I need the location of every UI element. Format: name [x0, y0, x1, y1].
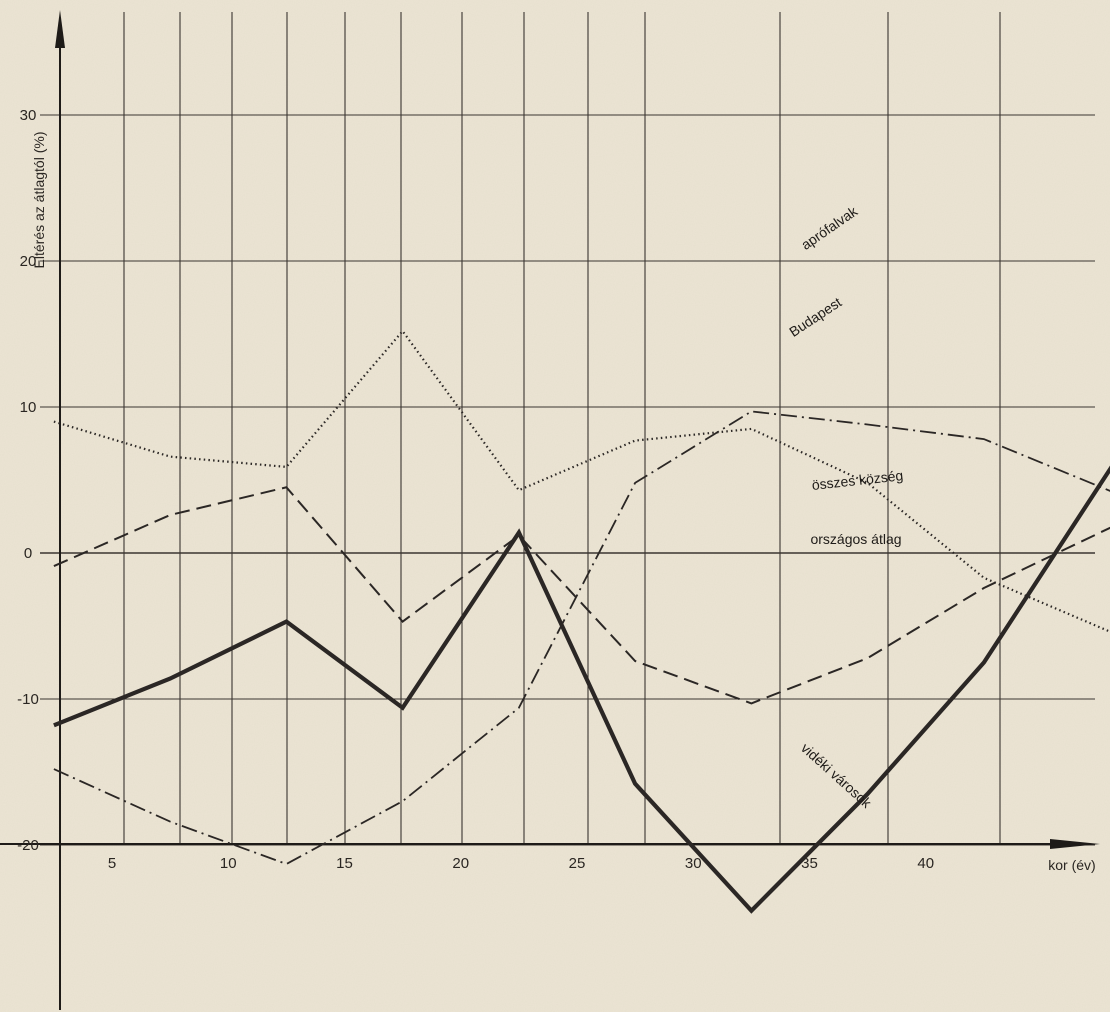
y-tick-label: -20 — [17, 837, 39, 854]
series-lines — [53, 329, 1110, 914]
x-tick-label: 15 — [336, 855, 353, 872]
x-tick-label: 30 — [685, 855, 702, 872]
series-line-budapest — [53, 410, 1110, 865]
reference-line-label: országos átlag — [810, 531, 901, 547]
x-axis-title: kor (év) — [1048, 857, 1095, 873]
y-tick-label: 10 — [20, 399, 37, 416]
x-tick-label: 25 — [569, 855, 586, 872]
x-tick-label: 20 — [452, 855, 469, 872]
series-line-osszes-kozseg — [53, 486, 1110, 705]
y-axis-arrow — [55, 10, 65, 48]
axes — [0, 10, 1100, 1010]
y-tick-label: 0 — [24, 545, 32, 562]
x-tick-label: 5 — [108, 855, 116, 872]
y-tick-label: 20 — [20, 253, 37, 270]
series-line-videki-varosok — [53, 329, 1110, 633]
y-axis-title: Eltérés az átlagtól (%) — [31, 132, 47, 269]
x-tick-label: 10 — [220, 855, 237, 872]
series-line-aprofalvak — [53, 465, 1110, 914]
y-tick-label: -10 — [17, 691, 39, 708]
x-axis-arrow — [1050, 839, 1100, 849]
y-tick-label: 30 — [20, 107, 37, 124]
x-tick-label: 40 — [917, 855, 934, 872]
